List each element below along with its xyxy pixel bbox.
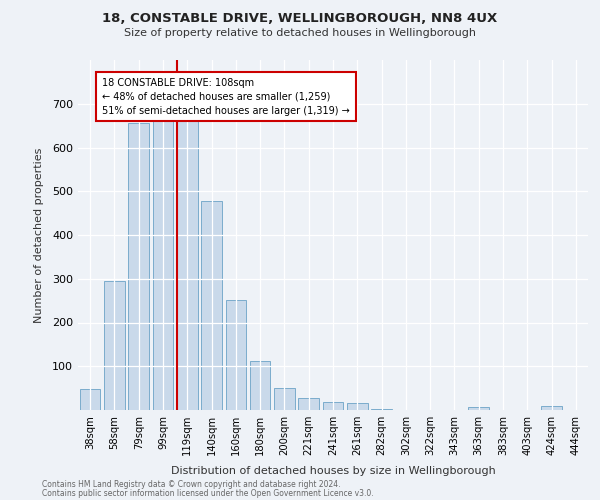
Text: Size of property relative to detached houses in Wellingborough: Size of property relative to detached ho… xyxy=(124,28,476,38)
Bar xyxy=(323,402,343,410)
Bar xyxy=(201,202,222,410)
Bar xyxy=(104,281,125,410)
Bar xyxy=(152,119,173,410)
Bar xyxy=(298,398,319,410)
Text: 18, CONSTABLE DRIVE, WELLINGBOROUGH, NN8 4UX: 18, CONSTABLE DRIVE, WELLINGBOROUGH, NN8… xyxy=(103,12,497,26)
Bar xyxy=(80,390,100,410)
Text: Contains HM Land Registry data © Crown copyright and database right 2024.: Contains HM Land Registry data © Crown c… xyxy=(42,480,341,489)
Y-axis label: Number of detached properties: Number of detached properties xyxy=(34,148,44,322)
Text: 18 CONSTABLE DRIVE: 108sqm
← 48% of detached houses are smaller (1,259)
51% of s: 18 CONSTABLE DRIVE: 108sqm ← 48% of deta… xyxy=(102,78,350,116)
Bar xyxy=(274,388,295,410)
Bar xyxy=(347,402,368,410)
Bar xyxy=(128,124,149,410)
Bar xyxy=(177,119,197,410)
Bar xyxy=(371,409,392,410)
Bar xyxy=(250,362,271,410)
Bar xyxy=(469,406,489,410)
Bar xyxy=(226,300,246,410)
Text: Contains public sector information licensed under the Open Government Licence v3: Contains public sector information licen… xyxy=(42,488,374,498)
X-axis label: Distribution of detached houses by size in Wellingborough: Distribution of detached houses by size … xyxy=(170,466,496,476)
Bar xyxy=(541,406,562,410)
